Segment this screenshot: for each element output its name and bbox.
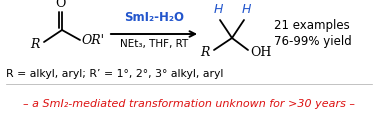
- Text: OH: OH: [250, 45, 271, 59]
- Text: 21 examples: 21 examples: [274, 19, 350, 33]
- Text: NEt₃, THF, RT: NEt₃, THF, RT: [120, 39, 188, 49]
- Text: O: O: [55, 0, 66, 10]
- Text: SmI₂-H₂O: SmI₂-H₂O: [124, 11, 184, 24]
- Text: – a SmI₂-mediated transformation unknown for >30 years –: – a SmI₂-mediated transformation unknown…: [23, 99, 355, 109]
- Text: H: H: [241, 3, 251, 16]
- Text: H: H: [213, 3, 223, 16]
- Text: R: R: [201, 45, 210, 59]
- Text: 76-99% yield: 76-99% yield: [274, 36, 352, 48]
- Text: OR': OR': [82, 33, 105, 46]
- Text: R: R: [31, 37, 40, 51]
- Text: R = alkyl, aryl; R’ = 1°, 2°, 3° alkyl, aryl: R = alkyl, aryl; R’ = 1°, 2°, 3° alkyl, …: [6, 69, 223, 79]
